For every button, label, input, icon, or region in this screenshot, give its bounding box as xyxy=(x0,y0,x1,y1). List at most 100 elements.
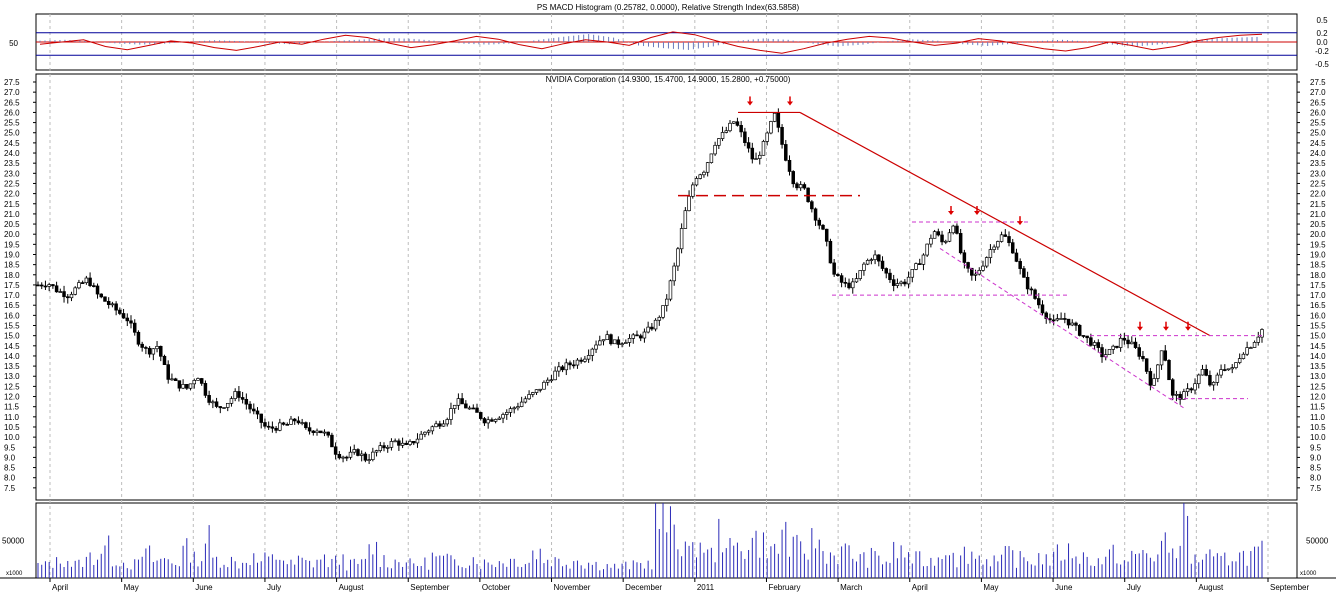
price-tick-right: 19.5 xyxy=(1310,240,1326,249)
month-label: September xyxy=(1270,583,1309,592)
candle-body xyxy=(858,270,862,279)
candle-body xyxy=(988,249,993,258)
candle-body xyxy=(300,422,304,424)
candle-body xyxy=(266,425,271,428)
candle-body xyxy=(802,184,807,189)
candle-body xyxy=(806,187,810,203)
candle-body xyxy=(958,233,963,254)
price-tick-right: 23.5 xyxy=(1310,159,1326,168)
price-tick-right: 16.5 xyxy=(1310,301,1326,310)
candle-body xyxy=(605,334,609,341)
candle-body xyxy=(557,366,561,372)
candle-body xyxy=(1245,347,1249,355)
candle-body xyxy=(765,132,769,142)
candle-body xyxy=(218,406,223,409)
candle-body xyxy=(1174,393,1179,396)
price-tick-right: 27.5 xyxy=(1310,78,1326,87)
price-tick-left: 23.5 xyxy=(4,159,20,168)
candle-body xyxy=(709,153,714,163)
candle-body xyxy=(1096,342,1101,348)
price-tick-right: 7.5 xyxy=(1310,484,1322,493)
price-tick-left: 25.5 xyxy=(4,119,20,128)
candle-body xyxy=(668,280,673,300)
price-tick-right: 21.0 xyxy=(1310,210,1326,219)
candle-body xyxy=(929,237,933,245)
candle-body xyxy=(397,440,401,446)
candle-body xyxy=(568,362,572,366)
candle-body xyxy=(211,401,215,404)
candle-body xyxy=(903,281,907,285)
price-tick-right: 26.0 xyxy=(1310,108,1326,117)
candle-body xyxy=(185,384,189,389)
price-tick-left: 17.5 xyxy=(4,281,20,290)
candle-body xyxy=(1170,379,1175,396)
candle-body xyxy=(363,453,368,461)
candle-body xyxy=(642,331,647,339)
candle-body xyxy=(564,362,569,371)
candle-body xyxy=(464,403,468,409)
price-tick-left: 19.5 xyxy=(4,240,20,249)
price-tick-right: 16.0 xyxy=(1310,311,1326,320)
candle-body xyxy=(545,379,550,383)
candle-body xyxy=(382,445,386,449)
candle-body xyxy=(940,234,944,243)
price-tick-left: 16.0 xyxy=(4,311,20,320)
candle-body xyxy=(311,430,316,433)
candle-body xyxy=(519,401,524,407)
candle-body xyxy=(1055,318,1060,321)
candle-body xyxy=(356,449,360,456)
candle-body xyxy=(691,184,695,197)
price-tick-right: 25.5 xyxy=(1310,119,1326,128)
candle-body xyxy=(501,414,505,419)
price-tick-left: 9.5 xyxy=(4,443,16,452)
candle-body xyxy=(441,423,446,427)
candle-body xyxy=(992,246,996,250)
price-tick-left: 20.0 xyxy=(4,230,20,239)
candle-body xyxy=(486,419,490,424)
candle-body xyxy=(646,326,650,333)
candle-body xyxy=(1033,289,1037,299)
candle-body xyxy=(166,364,170,380)
candle-body xyxy=(1085,335,1089,339)
price-tick-left: 12.5 xyxy=(4,382,20,391)
indicator-tick: 0.2 xyxy=(1316,29,1328,38)
price-tick-left: 18.5 xyxy=(4,261,20,270)
candle-body xyxy=(1014,252,1019,262)
candle-body xyxy=(746,142,751,149)
candle-body xyxy=(1018,261,1022,269)
candle-body xyxy=(664,298,669,306)
candle-body xyxy=(147,347,152,355)
candle-body xyxy=(188,383,193,389)
price-tick-right: 20.0 xyxy=(1310,230,1326,239)
candle-body xyxy=(151,348,156,355)
candle-body xyxy=(69,293,74,299)
price-tick-left: 27.0 xyxy=(4,88,20,97)
candle-body xyxy=(51,284,55,287)
candle-body xyxy=(758,154,762,159)
candle-body xyxy=(776,112,781,128)
candle-body xyxy=(285,423,290,426)
volume-bars xyxy=(37,503,1263,578)
price-tick-right: 27.0 xyxy=(1310,88,1326,97)
candle-body xyxy=(932,231,937,239)
price-tick-left: 27.5 xyxy=(4,78,20,87)
candle-body xyxy=(482,418,487,424)
candle-body xyxy=(791,171,795,185)
month-label: May xyxy=(983,583,998,592)
candle-body xyxy=(944,240,948,243)
candle-body xyxy=(467,407,472,410)
candle-body xyxy=(1037,298,1041,306)
candle-body xyxy=(121,313,126,319)
candle-body xyxy=(114,303,118,311)
candle-body xyxy=(255,410,260,415)
candle-body xyxy=(512,407,516,410)
candle-body xyxy=(423,431,427,435)
price-tick-right: 24.0 xyxy=(1310,149,1326,158)
candle-body xyxy=(322,431,327,434)
candle-body xyxy=(359,453,364,456)
candle-body xyxy=(914,263,918,270)
candle-body xyxy=(1122,337,1127,341)
candle-body xyxy=(1204,368,1208,376)
candle-body xyxy=(795,183,799,189)
